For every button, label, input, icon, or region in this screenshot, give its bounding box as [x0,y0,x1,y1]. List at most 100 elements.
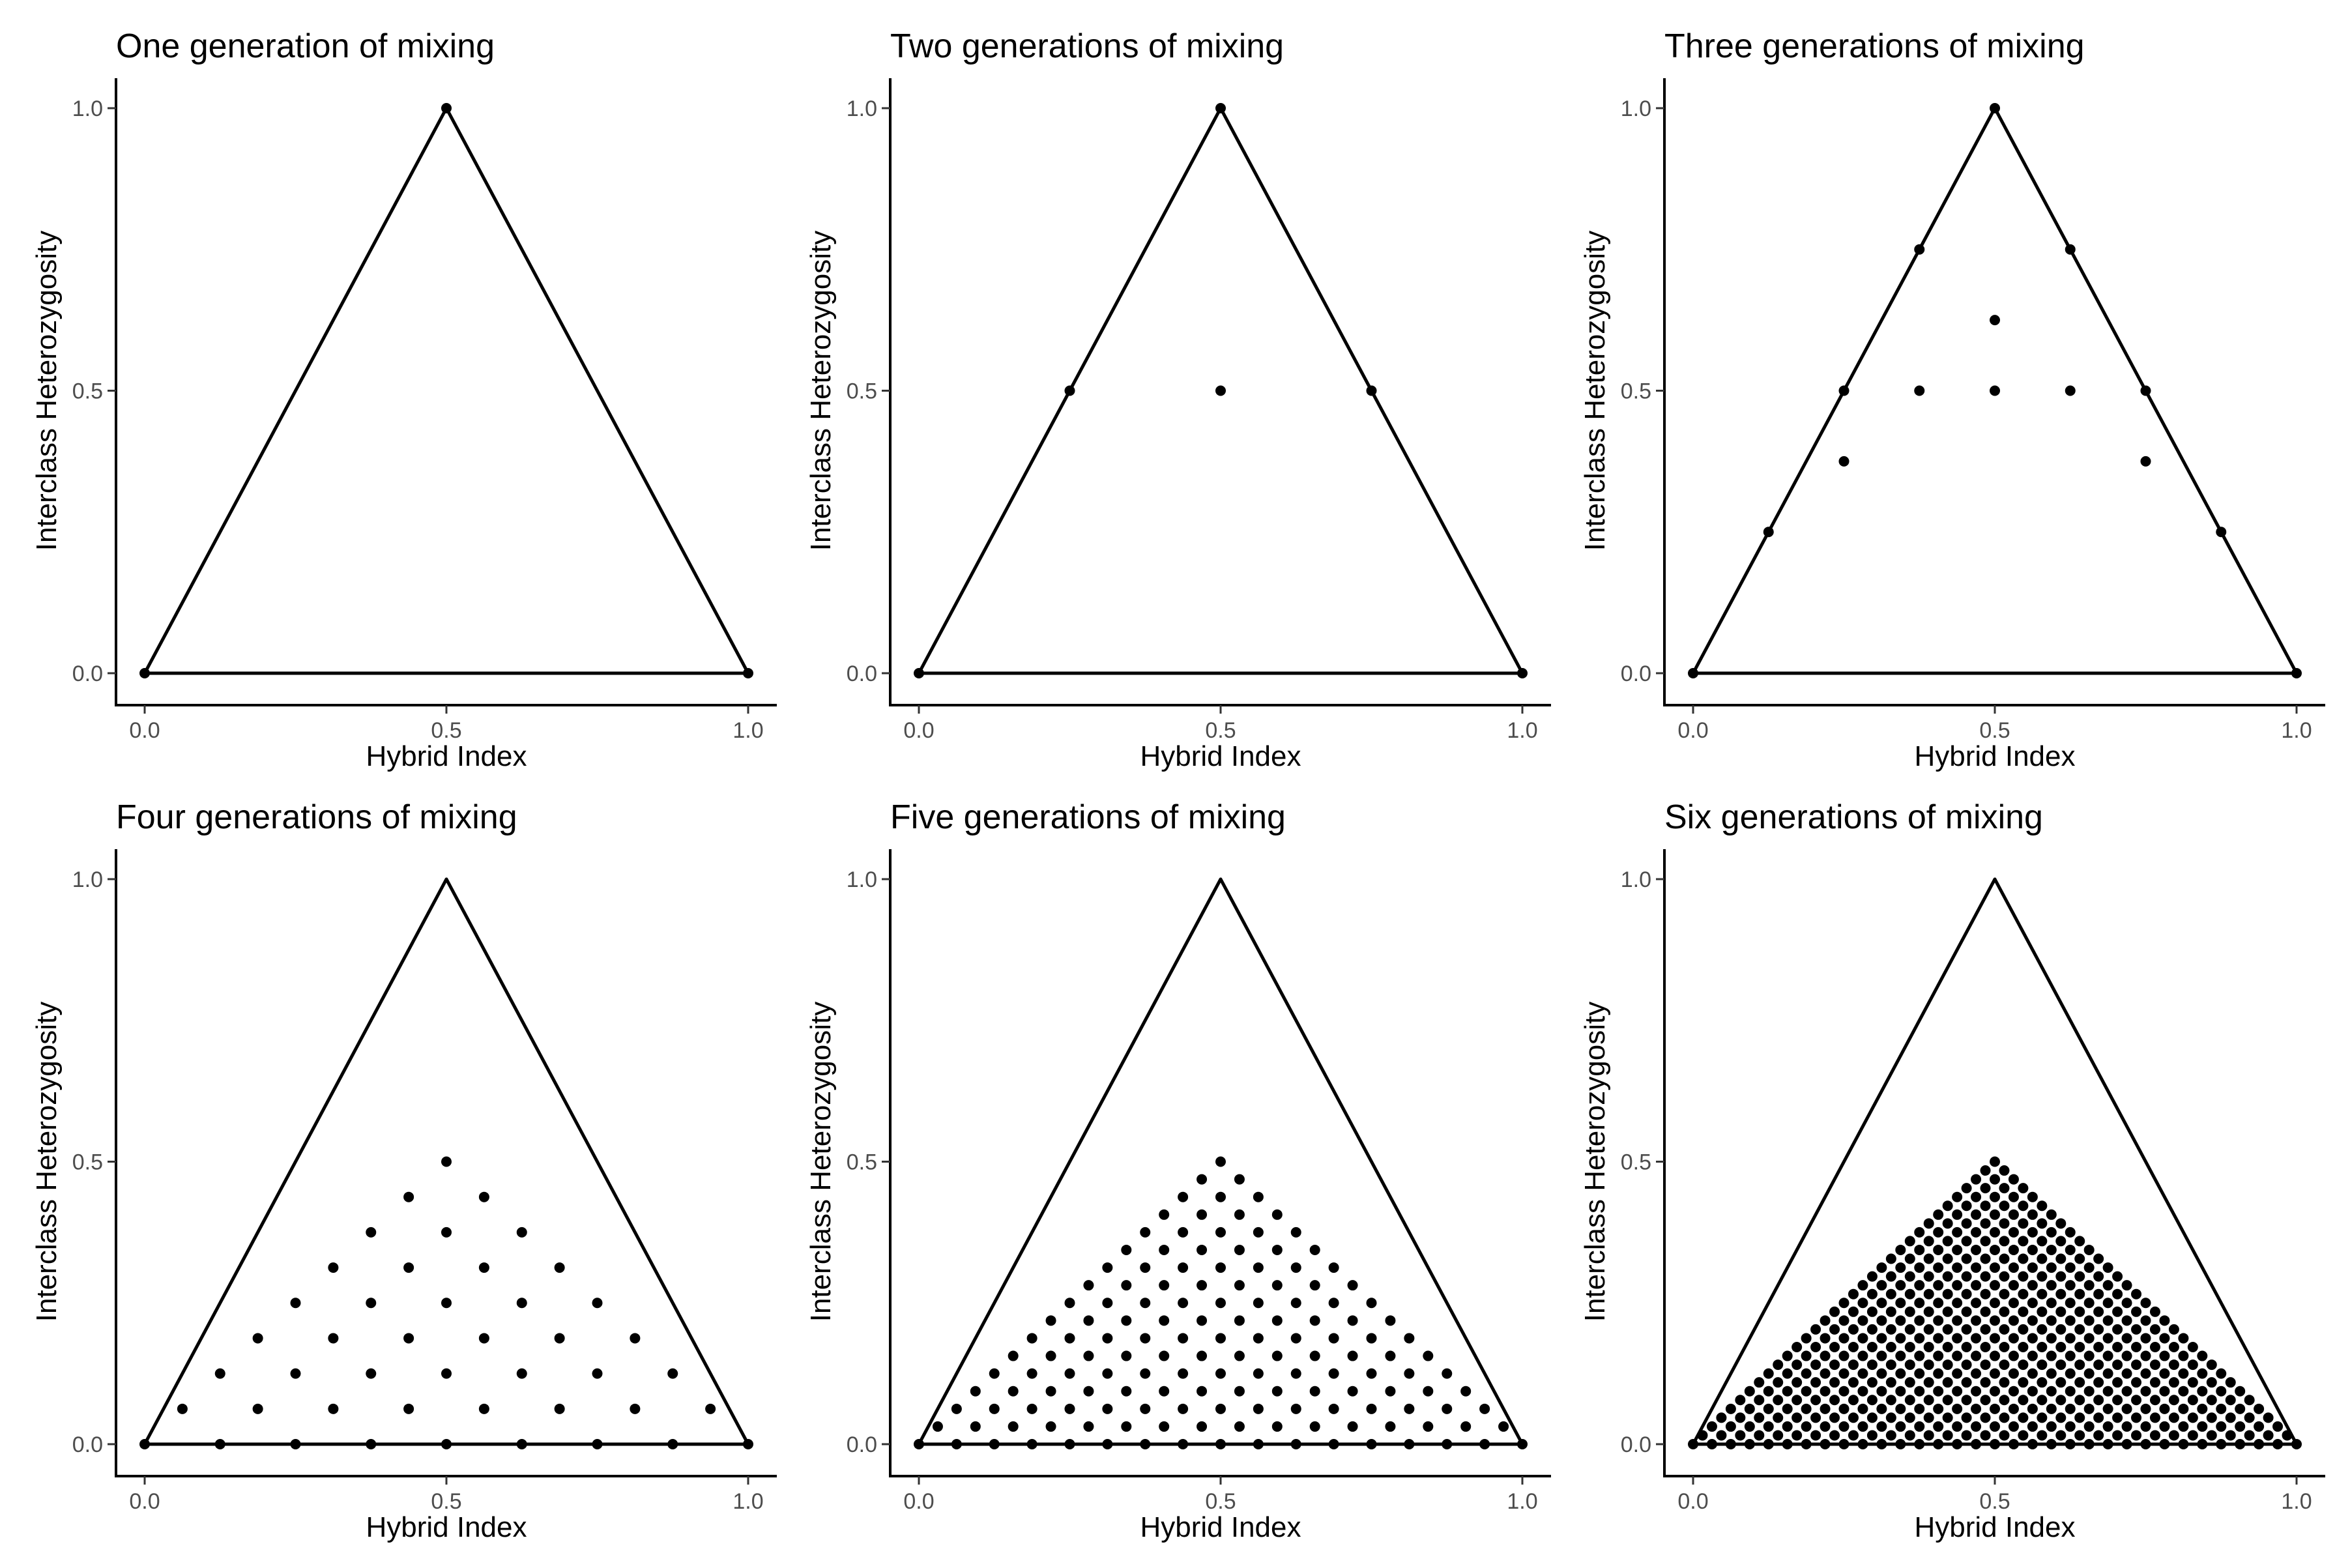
data-point [441,103,452,113]
data-point [1801,1439,1812,1449]
data-point [1773,1359,1784,1371]
data-point [2055,1430,2067,1441]
data-point [2197,1350,2208,1361]
panel-title: Four generations of mixing [116,798,517,836]
y-tick-label: 1.0 [847,96,877,121]
x-tick-label: 1.0 [1507,1489,1537,1514]
data-point [1923,1341,1934,1352]
data-point [1914,1350,1925,1361]
data-point [2037,1218,2048,1229]
data-point [2037,1253,2048,1264]
panel: Three generations of mixing 0.0 0.5 1.0 0.0 0… [1579,27,2325,772]
data-point [1971,1227,1982,1238]
data-point [1895,1421,1906,1432]
data-point [1026,1333,1037,1344]
data-point [1895,1403,1906,1414]
data-point [2112,1359,2123,1371]
data-point [2206,1377,2217,1388]
data-point [2027,1227,2038,1238]
data-point [2027,1439,2038,1449]
data-point [1848,1377,1859,1388]
data-point [1904,1306,1915,1317]
data-point [1385,1421,1396,1432]
data-point [1857,1298,1868,1309]
data-point [1961,1306,1972,1317]
data-point [1990,1156,2000,1167]
data-point [2272,1439,2284,1449]
data-point [2074,1271,2085,1282]
data-point [2206,1412,2217,1423]
y-tick-label: 0.5 [72,1150,103,1175]
data-point [2027,1421,2038,1432]
data-point [554,1333,565,1344]
data-point [2055,1288,2067,1299]
data-point [1688,1439,1698,1449]
data-point [2008,1262,2019,1273]
data-point [1820,1315,1831,1326]
data-point [1820,1386,1831,1397]
data-point [403,1191,414,1202]
data-point [1980,1306,1991,1317]
data-point [1045,1386,1056,1397]
data-point [1178,1298,1189,1309]
data-point [1923,1288,1934,1299]
data-point [1271,1244,1283,1255]
data-point [2197,1368,2208,1379]
data-point [1971,1244,1982,1255]
data-point [1309,1280,1320,1291]
data-point [1904,1271,1915,1282]
data-point [1829,1430,1840,1441]
data-point [2065,1439,2076,1449]
data-point [1234,1386,1245,1397]
data-point [1215,1439,1226,1449]
data-point [403,1262,414,1273]
data-point [1942,1377,1953,1388]
data-point [1961,1218,1972,1229]
data-point [1347,1421,1358,1432]
data-point [1253,1439,1264,1449]
data-point [1159,1280,1170,1291]
data-point [1933,1244,1944,1255]
data-point [1990,1439,2000,1449]
data-point [1857,1439,1868,1449]
data-point [2083,1280,2095,1291]
data-point [2074,1377,2085,1388]
data-point [1328,1368,1339,1379]
data-point [2046,1333,2057,1344]
data-point [1404,1403,1415,1414]
data-point [2102,1421,2113,1432]
data-point [1102,1368,1113,1379]
data-point [1763,1439,1774,1449]
data-point [2093,1306,2104,1317]
data-point [328,1403,339,1414]
data-point [1952,1368,1963,1379]
data-point [1782,1350,1793,1361]
data-point [2037,1377,2048,1388]
data-point [1876,1368,1887,1379]
data-point [1895,1368,1906,1379]
data-point [1980,1395,1991,1406]
data-point [1952,1403,1963,1414]
x-tick-label: 0.0 [1677,718,1708,743]
data-point [2140,456,2151,467]
data-point [1971,1439,1982,1449]
data-point [2027,1403,2038,1414]
data-point [1178,1191,1189,1202]
data-point [1999,1253,2010,1264]
data-point [2178,1368,2189,1379]
y-tick-label: 0.5 [847,379,877,404]
x-tick-label: 0.0 [903,1489,934,1514]
data-point [1820,1350,1831,1361]
data-point [1026,1439,1037,1449]
y-tick-label: 0.0 [72,1432,103,1457]
data-point [2046,1227,2057,1238]
data-point [2018,1359,2029,1371]
data-point [1121,1280,1132,1291]
data-point [1923,1324,1934,1335]
data-point [2291,1439,2302,1449]
data-point [1999,1430,2010,1441]
data-point [2168,1359,2179,1371]
data-point [1848,1395,1859,1406]
data-point [1271,1280,1283,1291]
data-point [1763,1368,1774,1379]
